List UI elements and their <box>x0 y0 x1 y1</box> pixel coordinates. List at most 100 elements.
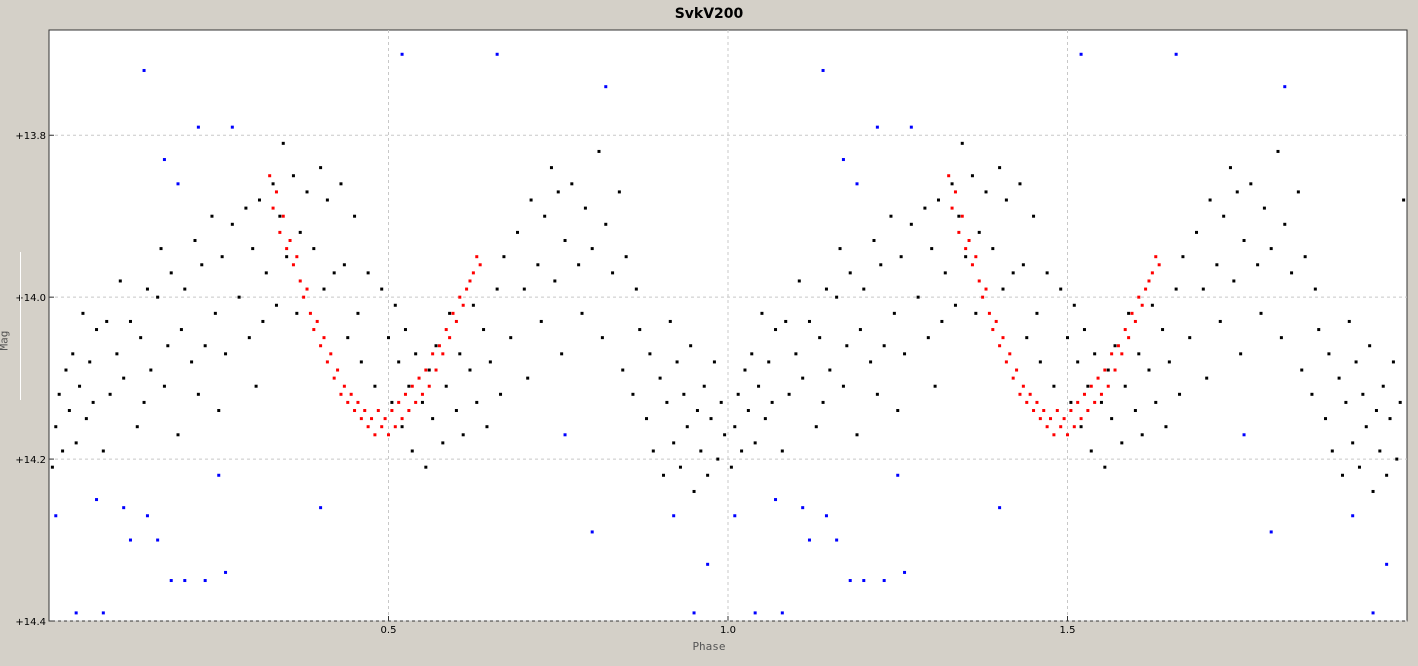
data-point <box>322 336 326 340</box>
data-point <box>431 352 435 356</box>
data-point <box>1069 400 1073 404</box>
data-point <box>716 457 720 461</box>
data-point <box>848 271 852 275</box>
data-point <box>471 271 475 275</box>
data-point <box>224 352 228 356</box>
data-point <box>499 392 503 396</box>
data-point <box>1337 376 1341 380</box>
data-point <box>465 287 469 291</box>
data-point <box>1385 473 1389 477</box>
data-point <box>454 409 458 413</box>
data-point <box>903 570 907 574</box>
data-point <box>926 336 930 340</box>
data-point <box>217 473 221 477</box>
data-point <box>298 230 302 234</box>
data-point <box>1110 417 1114 421</box>
data-point <box>101 611 105 615</box>
data-point <box>1310 392 1314 396</box>
data-point <box>322 287 326 291</box>
data-point <box>319 166 323 170</box>
data-point <box>570 182 574 186</box>
data-point <box>339 182 343 186</box>
data-point <box>787 392 791 396</box>
data-point <box>1195 230 1199 234</box>
data-point <box>74 441 78 445</box>
x-tick-label: 1.5 <box>1060 625 1076 636</box>
data-point <box>312 247 316 251</box>
data-point <box>346 400 350 404</box>
data-point <box>441 352 445 356</box>
data-point <box>879 263 883 267</box>
data-point <box>1157 263 1161 267</box>
data-point <box>1150 271 1154 275</box>
data-point <box>471 303 475 307</box>
data-point <box>61 449 65 453</box>
data-point <box>784 319 788 323</box>
data-point <box>414 400 418 404</box>
data-point <box>57 392 61 396</box>
data-point <box>685 425 689 429</box>
data-point <box>1076 360 1080 364</box>
data-point <box>753 611 757 615</box>
data-point <box>1235 190 1239 194</box>
data-point <box>424 465 428 469</box>
data-point <box>71 352 75 356</box>
data-point <box>1378 449 1382 453</box>
data-point <box>736 392 740 396</box>
data-point <box>678 465 682 469</box>
data-point <box>139 336 143 340</box>
data-point <box>818 336 822 340</box>
data-point <box>1106 384 1110 388</box>
data-point <box>1032 214 1036 218</box>
data-point <box>563 433 567 437</box>
data-point <box>665 400 669 404</box>
data-point <box>1147 279 1151 283</box>
data-point <box>1242 433 1246 437</box>
data-point <box>1113 344 1117 348</box>
data-point <box>213 311 217 315</box>
data-point <box>1076 400 1080 404</box>
data-point <box>271 182 275 186</box>
data-point <box>451 311 455 315</box>
data-point <box>1388 417 1392 421</box>
data-point <box>1354 360 1358 364</box>
data-point <box>1188 336 1192 340</box>
data-point <box>319 506 323 510</box>
data-point <box>101 449 105 453</box>
data-point <box>190 360 194 364</box>
data-point <box>420 400 424 404</box>
data-point <box>960 214 964 218</box>
data-point <box>1059 425 1063 429</box>
data-point <box>964 247 968 251</box>
data-point <box>580 311 584 315</box>
data-point <box>176 182 180 186</box>
data-point <box>210 214 214 218</box>
data-point <box>977 279 981 283</box>
data-point <box>1099 392 1103 396</box>
data-point <box>1279 336 1283 340</box>
data-point <box>1045 425 1049 429</box>
data-point <box>387 336 390 340</box>
data-point <box>105 319 109 323</box>
data-point <box>1059 287 1063 291</box>
data-point <box>230 222 234 226</box>
data-point <box>390 400 394 404</box>
data-point <box>420 392 424 396</box>
data-point <box>1004 198 1008 202</box>
data-point <box>305 190 309 194</box>
data-point <box>329 352 333 356</box>
data-point <box>763 417 767 421</box>
data-point <box>896 409 900 413</box>
data-point <box>770 400 774 404</box>
data-point <box>1086 409 1090 413</box>
data-point <box>179 328 183 332</box>
data-point <box>67 409 71 413</box>
data-point <box>1001 336 1005 340</box>
data-point <box>1249 182 1253 186</box>
data-point <box>1371 489 1375 493</box>
data-point <box>288 238 292 242</box>
data-point <box>903 352 907 356</box>
data-point <box>821 68 825 72</box>
data-point <box>1093 400 1097 404</box>
data-point <box>448 336 452 340</box>
